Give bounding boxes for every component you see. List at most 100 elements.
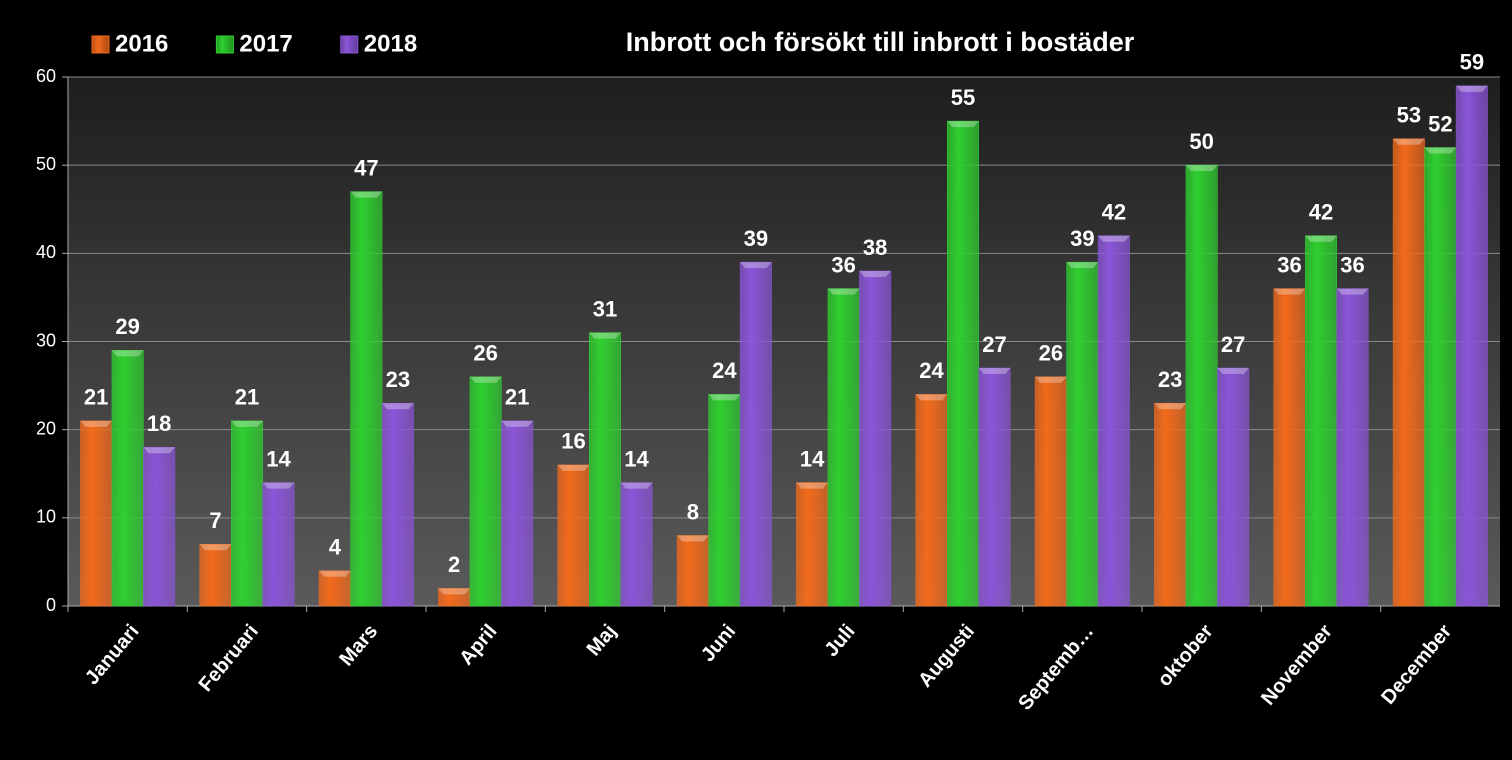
data-label: 16 <box>561 429 585 454</box>
bar <box>915 394 948 607</box>
data-label: 27 <box>1221 332 1245 357</box>
bar <box>1336 288 1369 607</box>
y-tick-label: 20 <box>36 418 56 438</box>
bar-cap <box>80 420 112 427</box>
data-label: 53 <box>1397 103 1421 128</box>
bar <box>111 350 144 607</box>
bar <box>469 376 502 607</box>
bar <box>318 570 351 607</box>
bar-cap <box>620 482 653 489</box>
bar-cap <box>199 544 232 551</box>
bar <box>978 367 1011 607</box>
data-label: 4 <box>329 535 342 560</box>
bar-cap <box>796 482 828 489</box>
bar-cap <box>111 350 144 357</box>
data-label: 55 <box>951 85 975 110</box>
bar <box>1185 164 1218 607</box>
bar-cap <box>1305 235 1337 242</box>
data-label: 50 <box>1189 129 1213 154</box>
bar <box>143 447 176 607</box>
data-label: 27 <box>982 332 1006 357</box>
data-label: 42 <box>1309 200 1333 225</box>
data-label: 2 <box>448 552 460 577</box>
bar-cap <box>557 464 590 471</box>
bar-cap <box>915 394 948 401</box>
bar-cap <box>859 270 891 277</box>
bar-cap <box>827 288 860 295</box>
bar-cap <box>1424 147 1457 154</box>
bar-cap <box>1217 367 1249 374</box>
data-label: 36 <box>831 252 855 277</box>
data-label: 14 <box>800 446 825 471</box>
bar-cap <box>319 570 351 577</box>
bar <box>708 394 741 607</box>
bar <box>199 544 232 607</box>
bar-cap <box>1393 138 1425 145</box>
legend-label: 2018 <box>364 30 417 57</box>
bar-cap <box>501 420 533 427</box>
bar-cap <box>262 482 295 489</box>
data-label: 26 <box>1039 341 1063 366</box>
y-tick-label: 10 <box>36 507 56 527</box>
bar-cap <box>589 332 621 339</box>
bar <box>262 482 295 607</box>
bar-cap <box>1154 403 1186 410</box>
bar-cap <box>382 403 414 410</box>
y-tick-label: 0 <box>46 595 56 615</box>
data-label: 59 <box>1460 50 1484 75</box>
data-label: 23 <box>1158 367 1182 392</box>
bar <box>589 332 621 607</box>
bar-cap <box>438 588 470 595</box>
legend-swatch <box>215 35 234 54</box>
bar <box>231 420 263 607</box>
bar <box>80 420 113 607</box>
bar <box>557 464 590 607</box>
bar <box>501 420 534 607</box>
data-label: 18 <box>147 411 171 436</box>
bar <box>1424 147 1457 607</box>
bar <box>620 482 653 607</box>
y-tick-label: 50 <box>36 154 56 174</box>
chart-title: Inbrott och försökt till inbrott i bostä… <box>626 27 1135 57</box>
data-label: 24 <box>919 358 944 383</box>
bar <box>381 402 414 607</box>
y-tick-label: 30 <box>36 330 56 350</box>
bar <box>350 191 383 607</box>
bar <box>676 535 709 607</box>
bar-cap <box>350 191 383 198</box>
bar <box>827 288 860 607</box>
legend-swatch <box>91 35 110 54</box>
bar <box>1392 138 1425 607</box>
bar <box>1273 288 1306 607</box>
bar-cap <box>231 420 263 427</box>
data-label: 36 <box>1277 252 1301 277</box>
data-label: 39 <box>1070 226 1094 251</box>
data-label: 39 <box>744 226 768 251</box>
bar-cap <box>143 447 175 454</box>
data-label: 38 <box>863 235 887 260</box>
data-label: 14 <box>266 446 291 471</box>
bar <box>796 482 829 607</box>
bar-cap <box>1273 288 1306 295</box>
bar <box>1305 235 1337 607</box>
data-label: 26 <box>473 341 497 366</box>
y-tick-label: 60 <box>36 66 56 86</box>
legend-label: 2017 <box>239 30 292 57</box>
legend-swatch <box>340 35 359 54</box>
bar-cap <box>1185 165 1218 172</box>
bar-cap <box>677 535 709 542</box>
data-label: 36 <box>1340 252 1364 277</box>
bar-cap <box>1098 235 1130 242</box>
bar <box>1097 235 1130 607</box>
bar <box>1455 85 1488 607</box>
bar-cap <box>1336 288 1369 295</box>
bar <box>1034 376 1067 607</box>
data-label: 24 <box>712 358 737 383</box>
bar <box>1217 367 1250 607</box>
bar-cap <box>469 376 502 383</box>
data-label: 42 <box>1102 200 1126 225</box>
bar-cap <box>1066 262 1099 269</box>
bar-cap <box>978 367 1011 374</box>
bar-cap <box>1035 376 1067 383</box>
data-label: 14 <box>624 446 649 471</box>
